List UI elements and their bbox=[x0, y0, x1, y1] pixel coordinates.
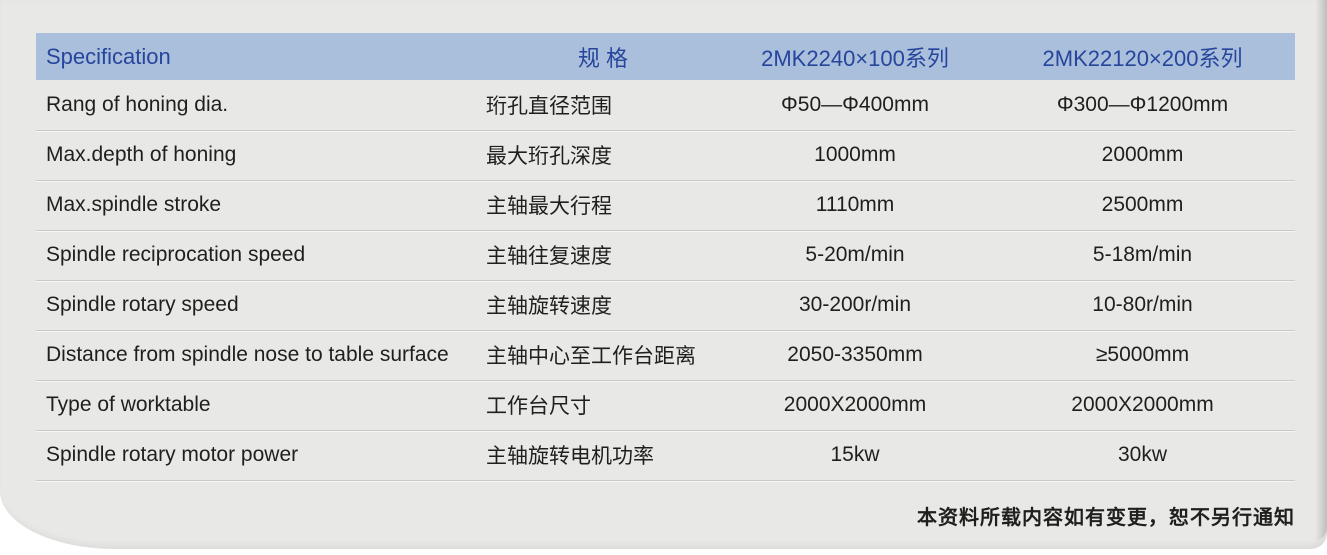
spec-name-zh: 主轴旋转电机功率 bbox=[486, 445, 654, 468]
spec-name-en: Max.depth of honing bbox=[46, 143, 237, 166]
table-body: Rang of honing dia. 珩孔直径范围 Φ50—Φ400mm Φ3… bbox=[36, 80, 1295, 480]
spec-name-zh: 主轴往复速度 bbox=[486, 245, 612, 268]
value-series-2mk22120: ≥5000mm bbox=[1095, 343, 1190, 366]
value-series-2mk2240: 30-200r/min bbox=[798, 293, 912, 316]
value-series-2mk22120: 30kw bbox=[1117, 443, 1168, 466]
column-header-specification: Specification bbox=[46, 43, 171, 69]
table-row: Max.spindle stroke 主轴最大行程 1110mm 2500mm bbox=[36, 180, 1295, 230]
table-header-row: Specification 规 格 2MK2240×100系列 2MK22120… bbox=[36, 33, 1295, 80]
value-series-2mk2240: 1110mm bbox=[815, 193, 895, 216]
spec-name-zh: 主轴中心至工作台距离 bbox=[486, 345, 696, 368]
spec-name-zh: 最大珩孔深度 bbox=[486, 145, 612, 168]
table-row: Max.depth of honing 最大珩孔深度 1000mm 2000mm bbox=[36, 130, 1295, 180]
spec-name-en: Distance from spindle nose to table surf… bbox=[46, 343, 449, 366]
spec-name-zh: 主轴最大行程 bbox=[486, 195, 612, 218]
page-right-edge-shadow bbox=[1315, 0, 1327, 540]
table-row: Type of worktable 工作台尺寸 2000X2000mm 2000… bbox=[36, 380, 1295, 430]
value-series-2mk22120: 2000X2000mm bbox=[1071, 393, 1214, 416]
table-row: Rang of honing dia. 珩孔直径范围 Φ50—Φ400mm Φ3… bbox=[36, 80, 1295, 130]
value-series-2mk22120: 5-18m/min bbox=[1092, 243, 1193, 266]
spec-name-en: Rang of honing dia. bbox=[46, 93, 229, 116]
spec-name-zh: 珩孔直径范围 bbox=[486, 95, 612, 118]
table-row: Spindle rotary motor power 主轴旋转电机功率 15kw… bbox=[36, 430, 1295, 480]
column-header-series-2mk22120: 2MK22120×200系列 bbox=[1042, 45, 1243, 71]
spec-name-zh: 主轴旋转速度 bbox=[486, 295, 612, 318]
spec-name-en: Spindle reciprocation speed bbox=[46, 243, 306, 266]
specification-table: Specification 规 格 2MK2240×100系列 2MK22120… bbox=[36, 33, 1295, 480]
value-series-2mk2240: 5-20m/min bbox=[805, 243, 905, 266]
value-series-2mk22120: 10-80r/min bbox=[1092, 293, 1193, 316]
column-header-series-2mk2240: 2MK2240×100系列 bbox=[761, 45, 949, 71]
spec-name-en: Spindle rotary speed bbox=[46, 293, 239, 316]
spec-name-zh: 工作台尺寸 bbox=[486, 395, 591, 418]
value-series-2mk2240: 1000mm bbox=[814, 143, 896, 166]
spec-name-en: Max.spindle stroke bbox=[46, 193, 222, 216]
table-row: Spindle reciprocation speed 主轴往复速度 5-20m… bbox=[36, 230, 1295, 280]
value-series-2mk22120: Φ300—Φ1200mm bbox=[1056, 93, 1229, 116]
value-series-2mk2240: 2000X2000mm bbox=[783, 393, 927, 416]
value-series-2mk2240: 2050-3350mm bbox=[787, 343, 923, 366]
value-series-2mk2240: Φ50—Φ400mm bbox=[781, 93, 929, 116]
value-series-2mk22120: 2500mm bbox=[1101, 193, 1184, 216]
value-series-2mk22120: 2000mm bbox=[1101, 143, 1184, 166]
table-row: Spindle rotary speed 主轴旋转速度 30-200r/min … bbox=[36, 280, 1295, 330]
column-header-spec-zh: 规 格 bbox=[577, 45, 629, 71]
spec-name-en: Spindle rotary motor power bbox=[46, 443, 299, 466]
footer-disclaimer-note: 本资料所载内容如有变更，恕不另行通知 bbox=[917, 507, 1295, 529]
spec-name-en: Type of worktable bbox=[46, 393, 211, 416]
value-series-2mk2240: 15kw bbox=[830, 443, 880, 466]
table-row: Distance from spindle nose to table surf… bbox=[36, 330, 1295, 380]
